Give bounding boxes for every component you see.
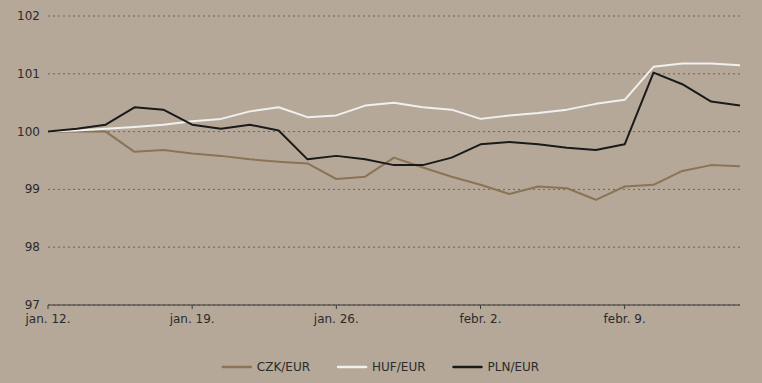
x-tick-label: jan. 26. [313,312,359,326]
x-tick [192,305,193,309]
x-axis-line [48,305,740,306]
legend-label: PLN/EUR [488,360,540,374]
legend-item: PLN/EUR [454,360,540,374]
x-tick [480,305,481,309]
x-axis: jan. 12. jan. 19. jan. 26. febr. 2. febr. 9. [24,305,740,326]
grid-line [48,305,740,306]
legend: CZK/EUR HUF/EUR PLN/EUR [223,360,539,374]
grid-line [48,189,740,190]
y-tick-label: 97 [25,298,40,312]
series-line [48,63,740,131]
grid-line [48,16,740,17]
legend-item: HUF/EUR [338,360,425,374]
series-line [48,73,740,165]
x-tick [336,305,337,309]
chart-container: 97 98 99 100 101 102 jan. 12. jan. 19. jan. 26. f… [0,0,762,383]
legend-swatch [223,366,251,369]
legend-label: HUF/EUR [372,360,425,374]
chart-svg: 97 98 99 100 101 102 jan. 12. jan. 19. jan. 26. f… [0,0,762,383]
legend-item: CZK/EUR [223,360,310,374]
x-tick-label: febr. 9. [604,312,646,326]
y-tick-label: 100 [17,125,40,139]
x-tick [624,305,625,309]
y-tick-label: 102 [17,9,40,23]
legend-label: CZK/EUR [257,360,310,374]
y-tick-label: 98 [25,240,40,254]
grid-line [48,247,740,248]
grid-line [48,73,740,74]
x-tick [48,305,49,309]
y-grid: 97 98 99 100 101 102 [17,9,740,312]
grid-line [48,131,740,132]
legend-swatch [338,366,366,369]
x-tick-label: febr. 2. [459,312,501,326]
x-tick-label: jan. 19. [169,312,215,326]
lines [48,63,740,199]
x-tick-label: jan. 12. [24,312,70,326]
legend-swatch [454,366,482,369]
y-tick-label: 101 [17,67,40,81]
y-tick-label: 99 [25,182,40,196]
